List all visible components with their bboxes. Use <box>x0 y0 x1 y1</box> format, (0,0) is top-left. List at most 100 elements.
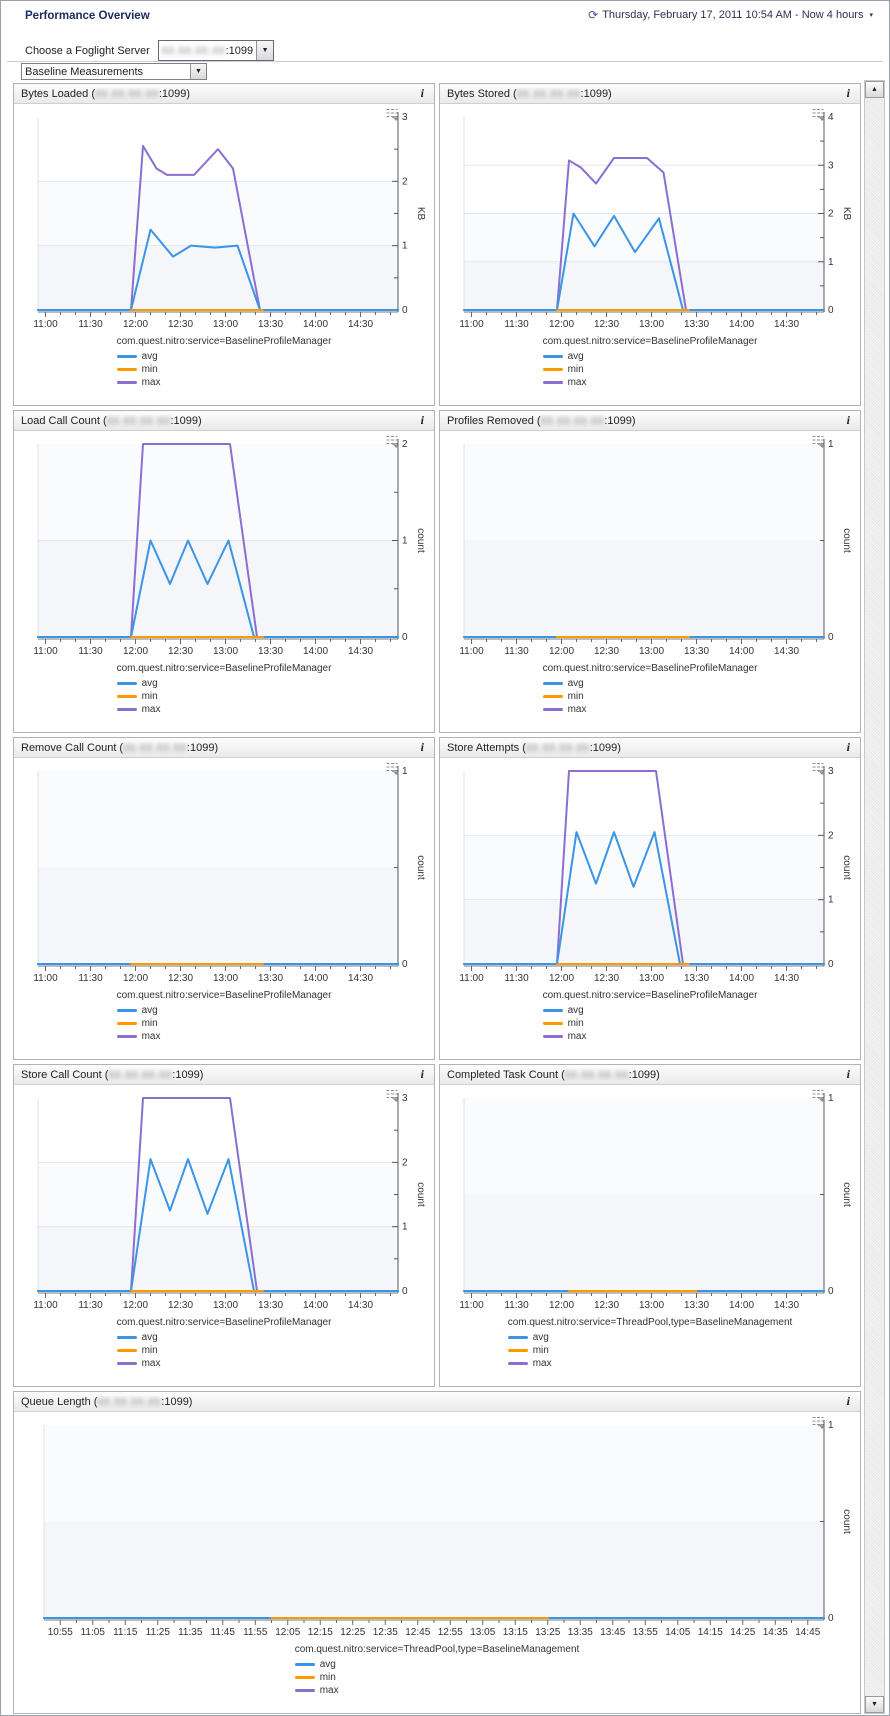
legend-label: avg <box>567 351 584 362</box>
chart-title: Profiles Removed (88.88.88.88:1099) <box>447 415 845 427</box>
legend-label: avg <box>141 1332 158 1343</box>
server-select-label: Choose a Foglight Server <box>25 44 150 57</box>
chart-title-prefix: Bytes Stored ( <box>447 87 517 100</box>
avg-line-swatch <box>116 1009 137 1012</box>
chart-title: Store Call Count (88.88.88.88:1099) <box>21 1069 419 1081</box>
legend-label: min <box>141 1018 158 1029</box>
server-select[interactable]: 88.88.88.88:1099 ▼ <box>157 40 275 61</box>
svg-text:13:30: 13:30 <box>258 1300 283 1311</box>
svg-text:13:00: 13:00 <box>213 973 238 984</box>
svg-text:14:30: 14:30 <box>348 319 373 330</box>
info-icon[interactable]: i <box>846 413 850 427</box>
chart-title-prefix: Queue Length ( <box>21 1395 98 1408</box>
chart-title-prefix: Load Call Count ( <box>21 414 107 427</box>
svg-text:13:30: 13:30 <box>258 973 283 984</box>
legend-item-max: max <box>116 703 332 716</box>
legend-item-max: max <box>116 1030 332 1043</box>
chart-server-redacted: 88.88.88.88 <box>123 742 187 754</box>
svg-text:11:00: 11:00 <box>459 319 484 330</box>
header-divider <box>7 61 883 62</box>
chart-title-prefix: Remove Call Count ( <box>21 741 124 754</box>
svg-text:11:00: 11:00 <box>33 973 58 984</box>
svg-text:2: 2 <box>402 439 408 450</box>
max-line-swatch <box>116 708 137 711</box>
legend-item-min: min <box>116 690 332 703</box>
svg-text:11:00: 11:00 <box>33 1300 58 1311</box>
scroll-down-button[interactable]: ▼ <box>865 1696 884 1713</box>
svg-text:11:35: 11:35 <box>178 1627 203 1638</box>
chart-server-redacted: 88.88.88.88 <box>516 88 581 100</box>
chart-menu-icon[interactable] <box>386 762 400 775</box>
chart-title-prefix: Profiles Removed ( <box>447 414 541 427</box>
legend-label: max <box>141 377 161 388</box>
legend-item-avg: avg <box>542 1004 758 1017</box>
chart-menu-icon[interactable] <box>812 1416 826 1429</box>
chart-menu-icon[interactable] <box>386 108 400 121</box>
info-icon[interactable]: i <box>846 86 850 100</box>
info-icon[interactable]: i <box>846 1067 850 1081</box>
max-line-swatch <box>542 708 563 711</box>
legend-label: min <box>567 364 584 375</box>
chart-header: Bytes Loaded (88.88.88.88:1099) i <box>14 84 434 104</box>
legend-label: avg <box>532 1332 549 1343</box>
info-icon[interactable]: i <box>420 740 424 754</box>
chart-panel: Store Attempts (88.88.88.88:1099) i 11:0… <box>439 737 861 1060</box>
legend-item-avg: avg <box>116 350 332 363</box>
view-select-arrow-icon[interactable]: ▼ <box>190 64 206 79</box>
svg-text:14:00: 14:00 <box>303 973 328 984</box>
legend-service-name: com.quest.nitro:service=BaselineProfileM… <box>116 1317 332 1328</box>
min-line-swatch <box>116 695 137 698</box>
info-icon[interactable]: i <box>846 740 850 754</box>
legend-service-name: com.quest.nitro:service=BaselineProfileM… <box>542 990 758 1001</box>
svg-text:11:25: 11:25 <box>146 1627 171 1638</box>
info-icon[interactable]: i <box>420 86 424 100</box>
chart-server-redacted: 88.88.88.88 <box>540 415 605 427</box>
time-range-control[interactable]: ⟳ Thursday, February 17, 2011 10:54 AM -… <box>588 9 873 21</box>
legend-label: avg <box>567 1005 584 1016</box>
svg-text:14:30: 14:30 <box>348 973 373 984</box>
svg-text:0: 0 <box>828 959 834 970</box>
avg-line-swatch <box>116 1336 137 1339</box>
svg-text:11:30: 11:30 <box>504 1300 529 1311</box>
svg-text:13:05: 13:05 <box>470 1627 495 1638</box>
svg-text:13:00: 13:00 <box>639 1300 664 1311</box>
legend-item-min: min <box>294 1671 580 1684</box>
svg-text:12:00: 12:00 <box>549 646 574 657</box>
chart-menu-icon[interactable] <box>812 1089 826 1102</box>
chart-title-suffix: :1099) <box>589 741 621 754</box>
svg-text:14:00: 14:00 <box>303 1300 328 1311</box>
chart-menu-icon[interactable] <box>812 762 826 775</box>
info-icon[interactable]: i <box>420 1067 424 1081</box>
svg-text:13:25: 13:25 <box>535 1627 560 1638</box>
server-select-arrow-icon[interactable]: ▼ <box>256 41 274 60</box>
chart-menu-icon[interactable] <box>812 435 826 448</box>
max-line-swatch <box>294 1689 315 1692</box>
chart-panel: Bytes Loaded (88.88.88.88:1099) i 11:00 1… <box>13 83 435 406</box>
svg-text:14:30: 14:30 <box>774 973 799 984</box>
min-line-swatch <box>116 1349 137 1352</box>
svg-text:11:00: 11:00 <box>33 319 58 330</box>
info-icon[interactable]: i <box>846 1394 850 1408</box>
svg-text:14:30: 14:30 <box>774 319 799 330</box>
chart-title: Queue Length (88.88.88.88:1099) <box>21 1396 845 1408</box>
svg-text:13:30: 13:30 <box>258 646 283 657</box>
view-select[interactable]: Baseline Measurements ▼ <box>21 63 207 80</box>
svg-text:0: 0 <box>402 959 408 970</box>
svg-text:11:45: 11:45 <box>211 1627 236 1638</box>
chart-menu-icon[interactable] <box>812 108 826 121</box>
svg-text:11:00: 11:00 <box>459 646 484 657</box>
vertical-scrollbar[interactable]: ▲ ▼ <box>864 80 885 1714</box>
scroll-up-button[interactable]: ▲ <box>865 81 884 98</box>
legend-item-avg: avg <box>116 1331 332 1344</box>
svg-text:0: 0 <box>402 632 408 643</box>
legend-item-min: min <box>116 1017 332 1030</box>
chart-menu-icon[interactable] <box>386 435 400 448</box>
legend-label: max <box>141 1031 161 1042</box>
min-line-swatch <box>116 368 137 371</box>
chart-menu-icon[interactable] <box>386 1089 400 1102</box>
info-icon[interactable]: i <box>420 413 424 427</box>
svg-text:12:00: 12:00 <box>549 319 574 330</box>
chart-title-suffix: :1099) <box>186 741 219 754</box>
chart-title: Load Call Count (88.88.88.88:1099) <box>21 415 419 427</box>
